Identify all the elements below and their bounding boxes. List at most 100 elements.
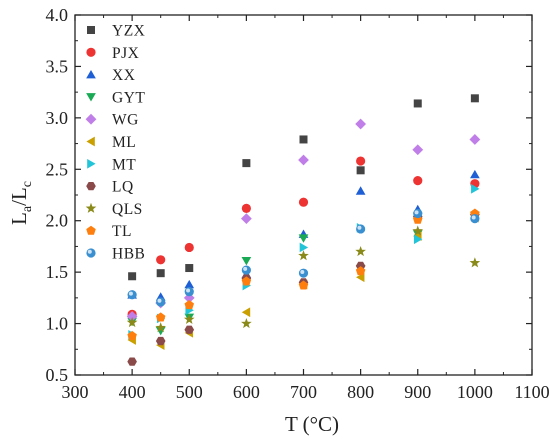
data-point-mt bbox=[299, 242, 309, 253]
data-point-hbb bbox=[413, 208, 423, 219]
data-point-pjx bbox=[184, 242, 194, 253]
legend-label-wg: WG bbox=[112, 112, 139, 129]
legend-label-hbb: HBB bbox=[112, 246, 145, 263]
data-point-hbb bbox=[298, 268, 309, 278]
x-tick-label: 900 bbox=[404, 382, 431, 402]
data-point-tl bbox=[298, 280, 309, 290]
data-point-wg bbox=[126, 310, 138, 322]
data-point-pjx bbox=[413, 176, 423, 186]
legend-label-pjx: PJX bbox=[112, 45, 139, 62]
y-tick-label: 4.0 bbox=[46, 5, 69, 25]
data-point-pjx bbox=[241, 203, 251, 213]
legend-marker-yzx bbox=[87, 26, 95, 34]
plot-frame bbox=[74, 14, 533, 376]
legend-marker-hbb bbox=[86, 248, 96, 258]
data-point-tl bbox=[127, 330, 137, 340]
data-point-wg bbox=[412, 144, 424, 156]
legend-label-qls: QLS bbox=[112, 201, 143, 218]
data-point-xx bbox=[184, 279, 195, 289]
data-point-tl bbox=[155, 312, 166, 322]
legend-marker-lq bbox=[86, 181, 96, 191]
legend-marker-pjx bbox=[86, 47, 96, 57]
y-axis-title: La/Lc bbox=[7, 181, 35, 225]
y-axis-title-sub1: a bbox=[20, 205, 35, 212]
data-point-qls bbox=[183, 313, 195, 324]
data-point-ml bbox=[241, 307, 251, 318]
data-point-yzx bbox=[156, 269, 165, 278]
x-tick-label: 1000 bbox=[457, 382, 493, 402]
x-tick-label: 1100 bbox=[514, 382, 549, 402]
data-point-qls bbox=[355, 245, 366, 257]
data-point-yzx bbox=[242, 159, 251, 168]
data-point-yzx bbox=[356, 166, 365, 175]
data-point-mt bbox=[471, 183, 480, 194]
y-axis-title-sep: /L bbox=[7, 187, 31, 206]
data-point-hbb bbox=[470, 214, 480, 224]
data-point-pjx bbox=[298, 197, 309, 207]
x-tick-label: 400 bbox=[119, 382, 146, 402]
data-point-yzx bbox=[413, 99, 422, 108]
data-point-hbb bbox=[127, 290, 137, 300]
y-axis-title-main: L bbox=[7, 212, 31, 225]
data-point-yzx bbox=[299, 135, 308, 144]
data-point-lq bbox=[155, 336, 166, 346]
data-point-tl bbox=[355, 266, 366, 276]
data-point-qls bbox=[126, 316, 138, 328]
x-axis-title: T (°C) bbox=[285, 412, 339, 436]
data-point-qls bbox=[241, 317, 252, 329]
data-point-qls bbox=[469, 257, 481, 268]
legend-marker-tl bbox=[86, 225, 96, 235]
data-point-pjx bbox=[356, 156, 366, 166]
x-tick-label: 500 bbox=[176, 382, 203, 402]
data-point-wg bbox=[298, 154, 309, 166]
x-tick-label: 300 bbox=[62, 382, 89, 402]
data-point-hbb bbox=[356, 224, 366, 234]
data-point-qls bbox=[155, 322, 167, 333]
data-point-tl bbox=[241, 276, 252, 286]
x-tick-label: 700 bbox=[290, 382, 317, 402]
data-point-gyt bbox=[298, 234, 309, 243]
data-point-wg bbox=[469, 134, 481, 145]
legend-marker-qls bbox=[85, 202, 97, 213]
legend-label-gyt: GYT bbox=[112, 89, 145, 106]
data-point-qls bbox=[412, 225, 424, 236]
legend-label-lq: LQ bbox=[112, 179, 134, 196]
legend-marker-mt bbox=[87, 158, 96, 169]
y-tick-label: 0.5 bbox=[46, 365, 69, 385]
data-point-tl bbox=[184, 300, 195, 310]
data-point-wg bbox=[240, 213, 252, 225]
data-point-hbb bbox=[241, 265, 251, 275]
data-point-xx bbox=[355, 186, 366, 195]
legend-label-ml: ML bbox=[112, 134, 136, 151]
x-tick-label: 600 bbox=[233, 382, 260, 402]
data-point-lq bbox=[184, 325, 195, 334]
data-point-qls bbox=[298, 250, 309, 261]
data-point-wg bbox=[355, 118, 367, 130]
y-tick-label: 3.5 bbox=[46, 56, 69, 76]
legend-label-tl: TL bbox=[112, 223, 132, 240]
legend-marker-gyt bbox=[86, 93, 96, 102]
y-tick-label: 2.0 bbox=[46, 211, 69, 231]
data-point-xx bbox=[470, 169, 480, 179]
y-tick-label: 3.0 bbox=[46, 108, 69, 128]
data-point-hbb bbox=[156, 297, 166, 307]
legend-marker-wg bbox=[85, 113, 97, 125]
x-tick-label: 800 bbox=[347, 382, 374, 402]
data-point-pjx bbox=[156, 255, 166, 265]
data-point-mt bbox=[413, 234, 423, 245]
data-point-gyt bbox=[241, 257, 252, 266]
data-point-yzx bbox=[185, 264, 194, 273]
legend-label-yzx: YZX bbox=[112, 23, 145, 40]
y-tick-label: 1.0 bbox=[46, 314, 69, 334]
legend-label-xx: XX bbox=[112, 67, 135, 84]
data-point-lq bbox=[127, 357, 137, 366]
legend-marker-ml bbox=[86, 136, 95, 147]
y-tick-label: 2.5 bbox=[46, 159, 69, 179]
data-point-hbb bbox=[184, 287, 194, 297]
data-point-yzx bbox=[470, 94, 479, 103]
legend-label-mt: MT bbox=[112, 156, 136, 173]
data-point-yzx bbox=[128, 272, 137, 281]
data-point-gyt bbox=[155, 326, 166, 336]
legend-marker-xx bbox=[86, 70, 96, 79]
